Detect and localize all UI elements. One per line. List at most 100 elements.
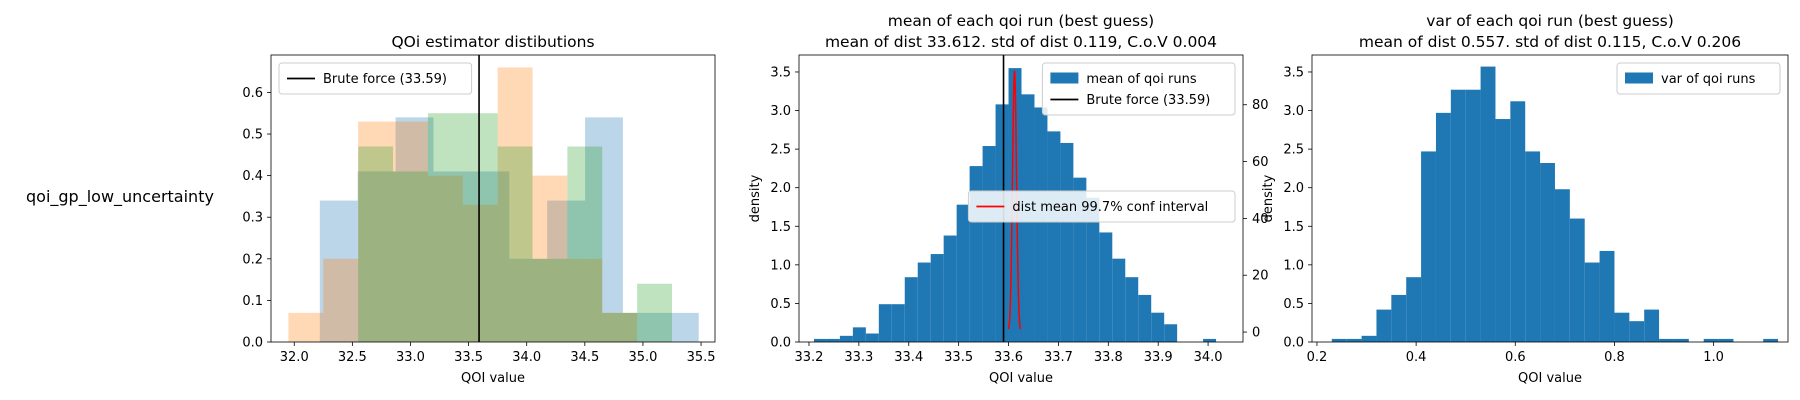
histogram-bar (930, 254, 944, 342)
histogram-bar (982, 146, 996, 342)
histogram-bar (1138, 294, 1152, 342)
histogram-bar (1614, 312, 1630, 342)
histogram-bar (1060, 142, 1074, 342)
axes-frame (1311, 54, 1789, 343)
histogram-bar (427, 175, 463, 342)
histogram-bar (813, 338, 827, 342)
histogram-bar (1703, 338, 1719, 342)
histogram-bar (567, 146, 603, 342)
histogram-bar (1047, 131, 1061, 342)
x-tick-label: 35.5 (687, 350, 716, 365)
histogram-bar (1450, 89, 1466, 342)
conf-legend-label: dist mean 99.7% conf interval (1012, 200, 1208, 215)
y2-tick-label: 0 (1252, 326, 1260, 341)
y-tick-label: 0.0 (1283, 336, 1304, 351)
histogram-bar (1086, 197, 1100, 342)
y-tick-label: 3.0 (770, 104, 791, 119)
histogram-bar (1525, 151, 1541, 342)
histogram-bar (904, 277, 918, 342)
histogram-bar (1361, 335, 1377, 342)
y-tick-label: 0.4 (242, 169, 263, 184)
y-tick-label: 2.5 (1283, 143, 1304, 158)
histogram-bar (1465, 89, 1481, 342)
histogram-bar (1034, 107, 1048, 342)
histogram-bar (1203, 338, 1217, 342)
histogram-bar (1435, 112, 1451, 342)
histogram-bar (1406, 277, 1422, 342)
row-label: qoi_gp_low_uncertainty (26, 187, 214, 206)
histogram-bar (602, 312, 638, 342)
histogram-bar (509, 258, 548, 342)
y-tick-label: 0.3 (242, 211, 263, 226)
histogram-bar (393, 121, 428, 343)
y-tick-label: 0.0 (242, 336, 263, 351)
histogram-bar (462, 113, 498, 343)
legend-box (1616, 62, 1781, 95)
y-tick-label: 1.5 (1283, 220, 1304, 235)
y-tick-label: 3.5 (770, 65, 791, 80)
chart-title: var of each qoi run (best guess) (1426, 12, 1674, 30)
confidence-interval-curve (1007, 70, 1022, 330)
y2-tick-label: 60 (1252, 155, 1269, 170)
histogram-bar (1554, 189, 1570, 342)
histogram-bar (1510, 101, 1526, 343)
histogram-bar (1629, 321, 1645, 342)
histogram-bar (1495, 119, 1511, 342)
x-tick-label: 33.8 (1094, 350, 1123, 365)
qoi-estimator-distributions-panel: 32.0 32.5 33.0 33.5 34.0 34.5 35.0 35.5 0.0 0.1 0.… (242, 33, 715, 386)
x-tick-label: 33.5 (944, 350, 973, 365)
y-tick-label: 0.0 (770, 336, 791, 351)
histogram-bar (357, 171, 396, 342)
y-tick-label: 3.0 (1283, 104, 1304, 119)
histogram-bar (660, 312, 699, 342)
legend-label: mean of qoi runs (1086, 72, 1196, 87)
legend-box (278, 62, 473, 95)
histogram-bar (319, 200, 358, 342)
x-tick-label: 33.4 (894, 350, 923, 365)
histogram-bar (497, 146, 533, 342)
histogram-bar (585, 117, 623, 343)
histogram-bar (427, 113, 463, 343)
histogram-bar (637, 283, 672, 342)
y-tick-label: 1.0 (1283, 258, 1304, 273)
legend-label: Brute force (33.59) (1086, 93, 1210, 108)
histogram-bar (1718, 338, 1734, 342)
x-tick-label: 0.2 (1307, 350, 1328, 365)
y-tick-label: 2.5 (770, 143, 791, 158)
histogram-bar (532, 175, 568, 342)
conf-legend-box (967, 190, 1236, 223)
y-tick-label: 0.1 (242, 294, 263, 309)
histogram-bar (602, 312, 638, 342)
histogram-bar (1331, 338, 1347, 342)
y2-tick-label: 80 (1252, 98, 1269, 113)
x-axis-label: QOI value (989, 371, 1053, 386)
histogram-bar (622, 312, 661, 342)
histogram-bar (1599, 250, 1615, 342)
histogram-bar (358, 146, 394, 342)
x-tick-label: 32.5 (338, 350, 367, 365)
histogram-bar (532, 258, 568, 342)
histogram-bar (1421, 151, 1436, 342)
histogram-bar (395, 117, 434, 343)
histogram-bar (1346, 338, 1362, 342)
y-tick-label: 2.0 (770, 181, 791, 196)
chart-title: QOi estimator distibutions (391, 33, 594, 51)
axes-frame (270, 54, 716, 343)
histogram-bar (1164, 324, 1178, 342)
histogram-bar (943, 235, 957, 342)
chart-subtitle: mean of dist 0.557. std of dist 0.115, C… (1359, 33, 1741, 51)
histogram-bar (497, 67, 533, 342)
x-tick-label: 33.2 (795, 350, 824, 365)
histogram-bar (462, 204, 498, 342)
histogram-bar (1673, 338, 1689, 342)
histogram-bar (1584, 262, 1600, 342)
y-axis-label: density (1261, 174, 1276, 222)
x-tick-label: 1.0 (1703, 350, 1724, 365)
y2-tick-label: 20 (1252, 269, 1269, 284)
x-axis-label: QOI value (1518, 371, 1582, 386)
histogram-bar (839, 335, 853, 342)
x-tick-label: 33.9 (1144, 350, 1173, 365)
y-tick-label: 0.5 (1283, 297, 1304, 312)
histogram-bar (1480, 66, 1496, 343)
